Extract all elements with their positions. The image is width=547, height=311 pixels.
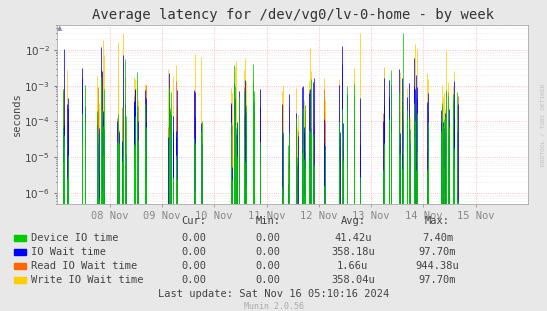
Text: Device IO time: Device IO time (31, 233, 119, 243)
Text: RRDTOOL / TOBI OETIKER: RRDTOOL / TOBI OETIKER (541, 83, 546, 166)
Text: 0.00: 0.00 (255, 233, 281, 243)
Text: Last update: Sat Nov 16 05:10:16 2024: Last update: Sat Nov 16 05:10:16 2024 (158, 289, 389, 299)
Text: 0.00: 0.00 (182, 247, 207, 257)
Text: 0.00: 0.00 (182, 275, 207, 285)
Text: 41.42u: 41.42u (334, 233, 371, 243)
Text: 0.00: 0.00 (255, 261, 281, 271)
Text: 7.40m: 7.40m (422, 233, 453, 243)
Text: 97.70m: 97.70m (419, 275, 456, 285)
Text: 944.38u: 944.38u (416, 261, 459, 271)
Text: 0.00: 0.00 (255, 275, 281, 285)
Text: IO Wait time: IO Wait time (31, 247, 106, 257)
Text: 358.18u: 358.18u (331, 247, 375, 257)
Y-axis label: seconds: seconds (11, 92, 21, 136)
Text: 358.04u: 358.04u (331, 275, 375, 285)
Text: Avg:: Avg: (340, 216, 365, 226)
Text: Munin 2.0.56: Munin 2.0.56 (243, 302, 304, 311)
Text: 97.70m: 97.70m (419, 247, 456, 257)
Text: 1.66u: 1.66u (337, 261, 369, 271)
Text: Read IO Wait time: Read IO Wait time (31, 261, 137, 271)
Text: Cur:: Cur: (182, 216, 207, 226)
Text: Max:: Max: (425, 216, 450, 226)
Text: 0.00: 0.00 (255, 247, 281, 257)
Text: Write IO Wait time: Write IO Wait time (31, 275, 144, 285)
Text: 0.00: 0.00 (182, 233, 207, 243)
Title: Average latency for /dev/vg0/lv-0-home - by week: Average latency for /dev/vg0/lv-0-home -… (92, 8, 493, 22)
Text: 0.00: 0.00 (182, 261, 207, 271)
Text: Min:: Min: (255, 216, 281, 226)
Text: ▲: ▲ (57, 25, 63, 31)
